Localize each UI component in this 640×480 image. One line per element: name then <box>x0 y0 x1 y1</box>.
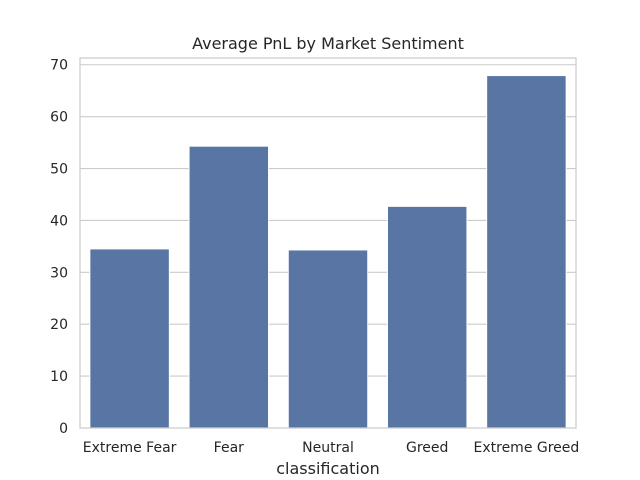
x-tick-labels: Extreme Fear Fear Neutral Greed Extreme Gree… <box>83 440 580 456</box>
plot-frame <box>79 57 577 429</box>
y-tick-label: 30 <box>50 265 68 281</box>
y-tick-label: 40 <box>50 213 68 229</box>
y-tick-labels: 0 10 20 30 40 50 60 70 <box>50 58 68 437</box>
x-tick-label: Greed <box>406 440 448 456</box>
bars <box>89 75 567 429</box>
bar <box>89 248 170 429</box>
y-tick-label: 60 <box>50 110 68 126</box>
y-tick-label: 20 <box>50 317 68 333</box>
y-tick-label: 50 <box>50 162 68 178</box>
x-tick-label: Extreme Greed <box>474 440 580 456</box>
x-tick-label: Neutral <box>302 440 354 456</box>
bar <box>287 249 369 429</box>
bar <box>387 205 468 429</box>
x-axis-label: classification <box>276 459 380 478</box>
x-tick-label: Extreme Fear <box>83 440 177 456</box>
y-tick-label: 70 <box>50 58 68 74</box>
y-tick-label: 10 <box>50 369 68 385</box>
bar <box>188 145 269 429</box>
bar <box>486 75 567 429</box>
x-tick-label: Fear <box>214 440 244 456</box>
y-tick-label: 0 <box>59 421 68 437</box>
chart-title: Average PnL by Market Sentiment <box>192 34 464 53</box>
